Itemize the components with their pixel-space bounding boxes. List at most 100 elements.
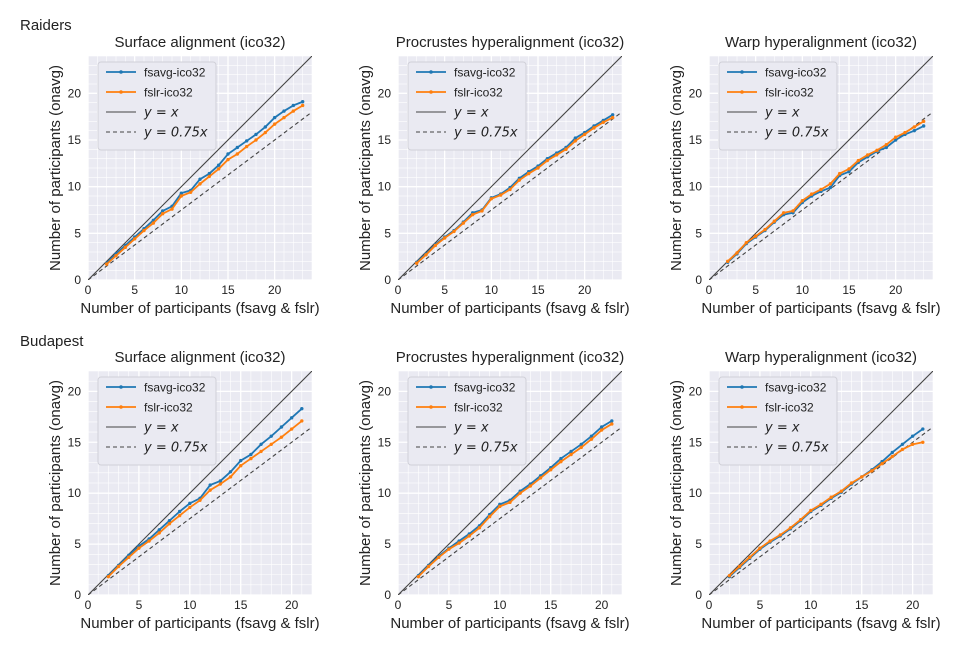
- x-tick-label: 20: [889, 283, 903, 297]
- data-point-fslr-ico32: [467, 534, 471, 538]
- data-point-fslr-ico32: [104, 262, 109, 266]
- data-point-fslr-ico32: [763, 227, 767, 232]
- data-point-fslr-ico32: [216, 167, 221, 171]
- data-point-fsavg-ico32: [610, 113, 615, 117]
- data-point-fslr-ico32: [559, 459, 563, 464]
- data-point-fsavg-ico32: [177, 509, 182, 514]
- series-line-fslr-ico32: [107, 420, 303, 578]
- data-point-fslr-ico32: [839, 489, 844, 493]
- x-tick-label: 10: [175, 283, 189, 297]
- data-point-fslr-ico32: [291, 109, 296, 113]
- data-point-fslr-ico32: [809, 508, 813, 513]
- data-point-fsavg-ico32: [599, 425, 604, 429]
- reference-line-0.75x: [88, 426, 312, 595]
- data-point-fslr-ico32: [235, 152, 240, 156]
- legend-box: [407, 376, 527, 466]
- data-point-fslr-ico32: [758, 546, 762, 550]
- x-tick-label: 5: [131, 283, 138, 297]
- data-point-fslr-ico32: [226, 157, 230, 162]
- data-point-fslr-ico32: [768, 539, 772, 543]
- legend-label: y = x: [764, 421, 800, 436]
- data-point-fslr-ico32: [198, 182, 202, 186]
- data-point-fslr-ico32: [244, 144, 249, 149]
- y-tick-label: 5: [74, 537, 81, 551]
- legend: fsavg-ico32 fslr-ico32 y = x y = 0.75x: [407, 61, 527, 151]
- legend-marker: [429, 70, 433, 74]
- series-group: [398, 371, 622, 595]
- y-tick-label: 10: [378, 486, 392, 500]
- data-point-fslr-ico32: [300, 419, 304, 423]
- data-point-fslr-ico32: [772, 219, 777, 223]
- panel-title: Procrustes hyperalignment (ico32): [396, 349, 624, 366]
- data-point-fslr-ico32: [457, 541, 461, 545]
- data-point-fslr-ico32: [589, 437, 594, 441]
- legend-label: y = 0.75x: [453, 126, 518, 141]
- x-tick-label: 5: [441, 283, 448, 297]
- legend-label: y = x: [143, 106, 179, 121]
- data-point-fsavg-ico32: [235, 145, 240, 150]
- data-point-fslr-ico32: [573, 139, 578, 143]
- data-point-fsavg-ico32: [216, 163, 221, 167]
- data-point-fslr-ico32: [137, 546, 141, 550]
- legend-box: [718, 376, 838, 466]
- y-tick-label: 0: [695, 588, 702, 602]
- data-point-fsavg-ico32: [559, 456, 563, 461]
- data-point-fslr-ico32: [582, 132, 587, 137]
- data-point-fslr-ico32: [875, 148, 879, 152]
- data-point-fslr-ico32: [207, 174, 212, 179]
- legend-box: [97, 376, 217, 466]
- data-point-fslr-ico32: [819, 187, 823, 192]
- y-axis-label: Number of participants (onavg): [47, 65, 64, 271]
- data-point-fslr-ico32: [791, 209, 795, 213]
- reference-line-identity: [709, 371, 933, 595]
- data-point-fslr-ico32: [599, 428, 604, 432]
- data-point-fslr-ico32: [744, 240, 749, 245]
- data-point-fsavg-ico32: [589, 434, 594, 438]
- legend-box: [97, 61, 217, 151]
- data-point-fslr-ico32: [554, 153, 559, 157]
- data-point-fslr-ico32: [860, 475, 864, 479]
- series-line-fslr-ico32: [416, 116, 614, 264]
- y-axis-label: Number of participants (onavg): [47, 380, 64, 586]
- x-tick-label: 0: [395, 598, 402, 612]
- y-axis-label: Number of participants (onavg): [357, 65, 374, 271]
- legend-marker: [740, 385, 744, 389]
- data-point-fslr-ico32: [610, 422, 614, 426]
- legend-label: y = x: [764, 106, 800, 121]
- data-point-fslr-ico32: [856, 158, 861, 163]
- x-tick-label: 10: [796, 283, 810, 297]
- data-point-fsavg-ico32: [828, 185, 833, 190]
- data-point-fslr-ico32: [179, 194, 184, 198]
- data-point-fslr-ico32: [160, 212, 165, 216]
- legend: fsavg-ico32 fslr-ico32 y = x y = 0.75x: [97, 376, 217, 466]
- x-tick-label: 10: [804, 598, 818, 612]
- legend-label: y = 0.75x: [143, 126, 208, 141]
- data-point-fslr-ico32: [188, 190, 193, 194]
- legend-marker: [429, 405, 433, 409]
- data-point-fsavg-ico32: [259, 442, 263, 447]
- data-point-fslr-ico32: [819, 502, 823, 507]
- series-line-fslr-ico32: [106, 104, 304, 265]
- legend-marker: [429, 385, 433, 389]
- y-tick-label: 20: [689, 86, 703, 100]
- y-tick-label: 10: [68, 486, 82, 500]
- panel-1-1: 0 5 10 15 20 0 5 10 15 20 Number of participants (…: [357, 349, 630, 632]
- data-point-fslr-ico32: [106, 574, 111, 579]
- x-tick-label: 0: [85, 283, 92, 297]
- legend-label: y = x: [453, 106, 489, 121]
- legend: fsavg-ico32 fslr-ico32 y = x y = 0.75x: [407, 376, 527, 466]
- data-point-fslr-ico32: [865, 153, 870, 157]
- legend-marker: [429, 90, 433, 94]
- reference-line-0.75x: [398, 111, 622, 280]
- y-tick-label: 5: [695, 226, 702, 240]
- y-tick-label: 20: [378, 86, 392, 100]
- panel-title: Surface alignment (ico32): [115, 349, 286, 366]
- data-point-fslr-ico32: [114, 254, 118, 258]
- panel-title: Warp hyperalignment (ico32): [725, 34, 917, 51]
- data-point-fslr-ico32: [725, 259, 730, 264]
- legend: fsavg-ico32 fslr-ico32 y = x y = 0.75x: [718, 61, 838, 151]
- data-point-fslr-ico32: [828, 182, 833, 186]
- x-axis-label: Number of participants (fsavg & fslr): [390, 300, 629, 317]
- data-point-fslr-ico32: [564, 147, 568, 152]
